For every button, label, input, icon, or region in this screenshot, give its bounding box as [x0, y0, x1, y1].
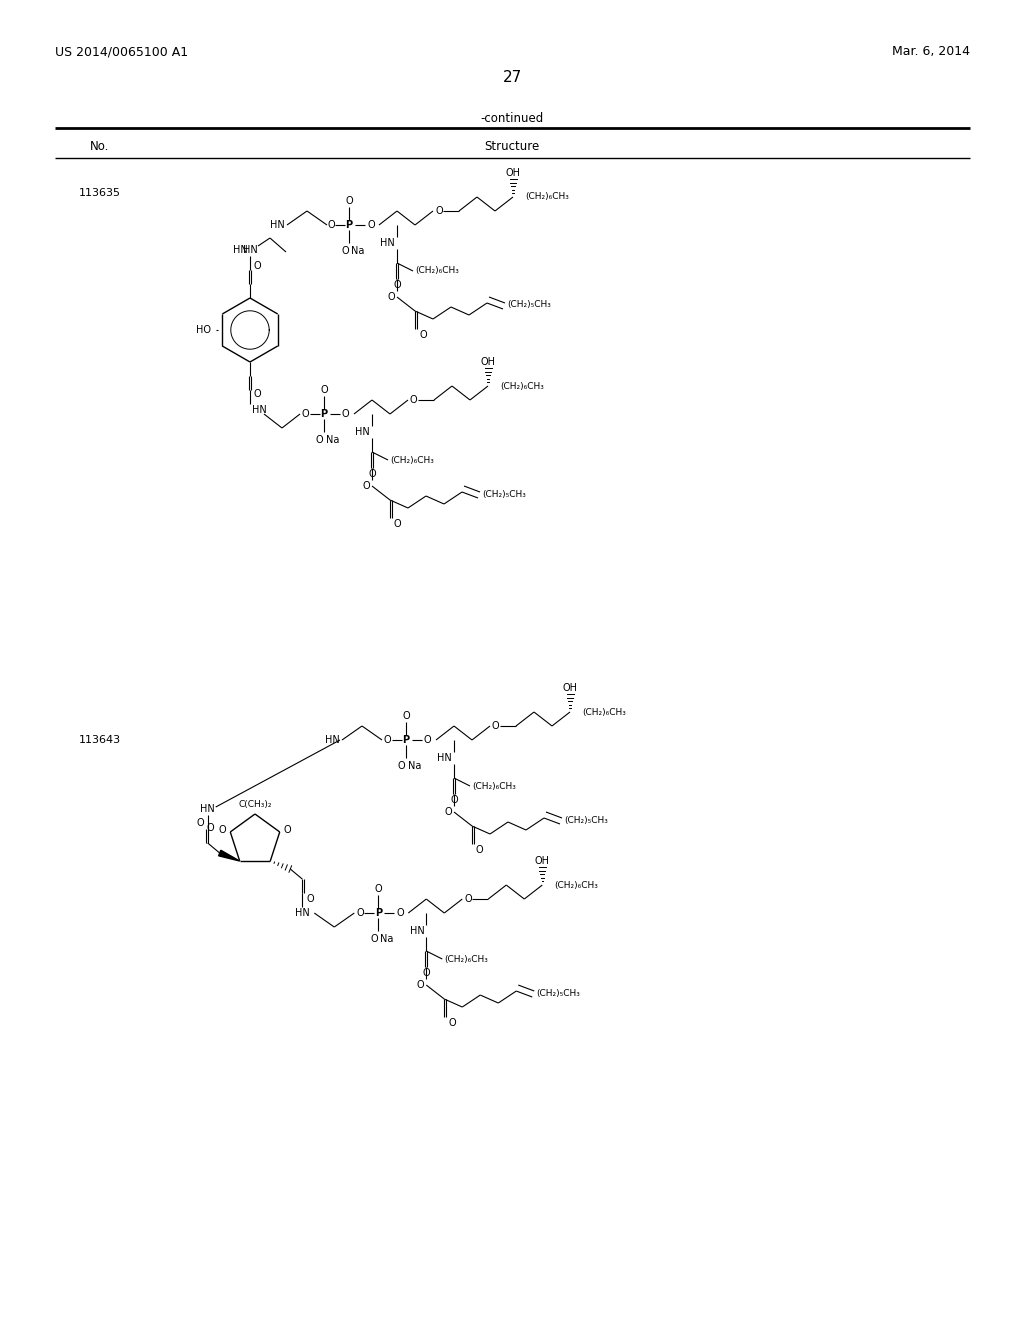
- Text: HN: HN: [437, 752, 452, 763]
- Text: O: O: [254, 261, 261, 271]
- Text: HN: HN: [380, 238, 395, 248]
- Text: O: O: [423, 968, 430, 978]
- Text: O: O: [384, 735, 391, 744]
- Text: -continued: -continued: [480, 111, 544, 124]
- Text: O: O: [464, 894, 472, 904]
- Text: O: O: [342, 409, 349, 418]
- Text: O: O: [316, 436, 324, 445]
- Text: OH: OH: [535, 857, 550, 866]
- Text: HN: HN: [355, 426, 370, 437]
- Text: O: O: [492, 721, 500, 731]
- Text: O: O: [419, 330, 427, 341]
- Text: Na: Na: [351, 246, 365, 256]
- Text: HN: HN: [410, 927, 424, 936]
- Text: O: O: [219, 825, 226, 836]
- Text: O: O: [435, 206, 442, 216]
- Text: O: O: [356, 908, 364, 917]
- Text: 113643: 113643: [79, 735, 121, 744]
- Text: P: P: [375, 908, 382, 917]
- Text: O: O: [306, 894, 314, 904]
- Text: HN: HN: [326, 735, 340, 744]
- Text: (CH₂)₆CH₃: (CH₂)₆CH₃: [582, 708, 626, 717]
- Text: O: O: [254, 389, 261, 399]
- Text: O: O: [375, 884, 382, 894]
- Text: HN: HN: [252, 405, 266, 414]
- Text: O: O: [345, 195, 353, 206]
- Text: OH: OH: [506, 168, 520, 178]
- Text: O: O: [396, 908, 403, 917]
- Text: O: O: [302, 409, 309, 418]
- Text: 113635: 113635: [79, 187, 121, 198]
- Text: O: O: [371, 935, 378, 944]
- Text: (CH₂)₅CH₃: (CH₂)₅CH₃: [507, 301, 551, 309]
- Text: 27: 27: [503, 70, 521, 86]
- Text: O: O: [451, 795, 458, 805]
- Text: O: O: [444, 807, 452, 817]
- Text: P: P: [402, 735, 410, 744]
- Text: O: O: [394, 519, 401, 529]
- Text: (CH₂)₆CH₃: (CH₂)₆CH₃: [500, 381, 544, 391]
- Text: O: O: [398, 762, 406, 771]
- Polygon shape: [218, 850, 240, 861]
- Text: (CH₂)₆CH₃: (CH₂)₆CH₃: [444, 954, 488, 964]
- Text: HN: HN: [243, 246, 257, 255]
- Text: (CH₂)₆CH₃: (CH₂)₆CH₃: [390, 455, 434, 465]
- Text: US 2014/0065100 A1: US 2014/0065100 A1: [55, 45, 188, 58]
- Text: HO: HO: [196, 325, 211, 335]
- Text: O: O: [410, 395, 418, 405]
- Text: Na: Na: [408, 762, 421, 771]
- Text: HN: HN: [295, 908, 309, 917]
- Text: O: O: [196, 818, 204, 828]
- Text: (CH₂)₅CH₃: (CH₂)₅CH₃: [564, 816, 608, 825]
- Text: HN: HN: [270, 220, 285, 230]
- Text: O: O: [393, 280, 400, 290]
- Text: (CH₂)₅CH₃: (CH₂)₅CH₃: [482, 490, 526, 499]
- Text: (CH₂)₅CH₃: (CH₂)₅CH₃: [537, 989, 581, 998]
- Text: O: O: [417, 979, 424, 990]
- Text: HN: HN: [201, 804, 215, 814]
- Text: (CH₂)₆CH₃: (CH₂)₆CH₃: [415, 267, 459, 276]
- Text: O: O: [362, 480, 370, 491]
- Text: (CH₂)₆CH₃: (CH₂)₆CH₃: [554, 880, 598, 890]
- Text: HN: HN: [233, 246, 248, 255]
- Text: Na: Na: [326, 436, 339, 445]
- Text: O: O: [284, 825, 292, 836]
- Text: OH: OH: [480, 356, 496, 367]
- Text: O: O: [476, 845, 483, 855]
- Text: P: P: [321, 409, 328, 418]
- Text: O: O: [321, 385, 328, 395]
- Text: (CH₂)₆CH₃: (CH₂)₆CH₃: [472, 781, 516, 791]
- Text: O: O: [387, 292, 395, 302]
- Text: Mar. 6, 2014: Mar. 6, 2014: [892, 45, 970, 58]
- Text: P: P: [345, 220, 352, 230]
- Text: (CH₂)₆CH₃: (CH₂)₆CH₃: [525, 193, 569, 202]
- Text: O: O: [341, 246, 348, 256]
- Text: O: O: [327, 220, 335, 230]
- Text: Structure: Structure: [484, 140, 540, 153]
- Text: O: O: [402, 711, 410, 721]
- Text: O: O: [369, 469, 376, 479]
- Text: O: O: [207, 822, 214, 833]
- Text: OH: OH: [562, 682, 578, 693]
- Text: O: O: [424, 735, 432, 744]
- Text: Na: Na: [380, 935, 393, 944]
- Text: No.: No.: [90, 140, 110, 153]
- Text: C(CH₃)₂: C(CH₃)₂: [239, 800, 271, 808]
- Text: O: O: [367, 220, 375, 230]
- Text: O: O: [449, 1018, 456, 1028]
